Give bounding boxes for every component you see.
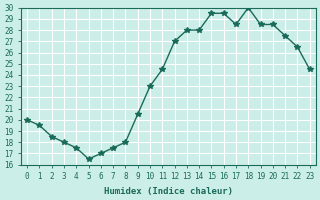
X-axis label: Humidex (Indice chaleur): Humidex (Indice chaleur) bbox=[104, 187, 233, 196]
